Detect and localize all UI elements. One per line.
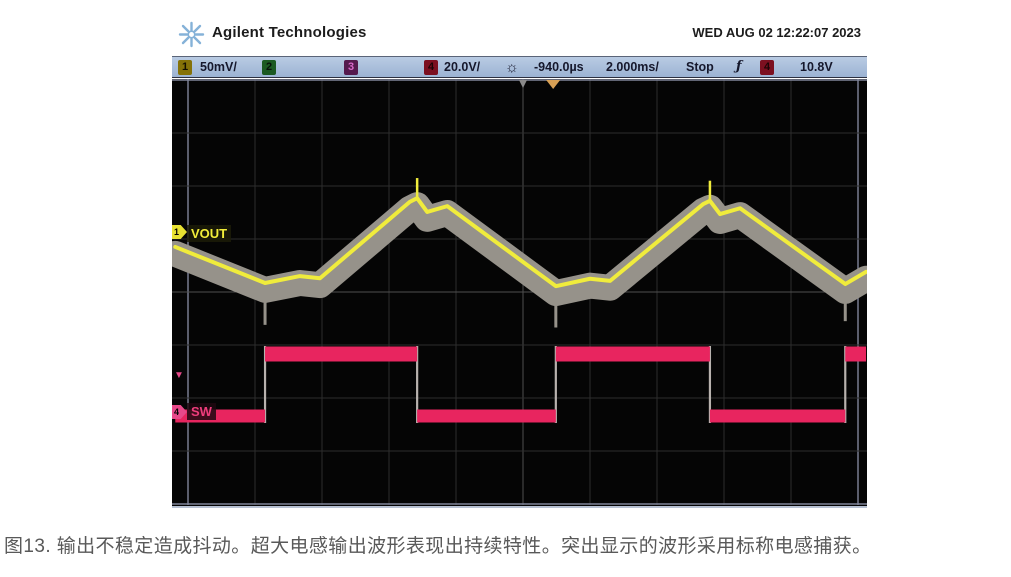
datetime-readout: WED AUG 02 12:22:07 2023 — [692, 25, 861, 40]
run-state: Stop — [686, 60, 714, 74]
scope-status-bar: 1 50mV/ 2 3 4 20.0V/ ☼ -940.0µs 2.000ms/… — [172, 56, 867, 78]
channel-4-ground-marker: 4 — [172, 405, 187, 419]
channel-4-badge: 4 — [424, 60, 438, 75]
channel-1-scale: 50mV/ — [200, 60, 237, 74]
scope-header: Agilent Technologies WED AUG 02 12:22:07… — [172, 10, 867, 56]
channel-2-badge: 2 — [262, 60, 276, 75]
brand-title: Agilent Technologies — [212, 24, 367, 41]
waveform-plot — [172, 79, 867, 505]
vout-trace-label: VOUT — [187, 225, 232, 242]
timebase-readout: 2.000ms/ — [606, 60, 659, 74]
channel-4-scale: 20.0V/ — [444, 60, 481, 74]
scope-graticule-screen: 1 VOUT ▼ 4 SW — [172, 79, 867, 508]
oscilloscope-screenshot: Agilent Technologies WED AUG 02 12:22:07… — [172, 10, 867, 510]
channel-1-ground-marker: 1 — [172, 225, 187, 239]
trigger-level-marker: ▼ — [174, 370, 184, 381]
trigger-level-readout: 10.8V — [800, 60, 833, 74]
edge-trigger-icon: ƒ — [736, 59, 742, 74]
channel-1-badge: 1 — [178, 60, 192, 75]
sw-trace-label: SW — [187, 403, 216, 420]
trigger-source-badge: 4 — [760, 60, 774, 75]
figure-caption: 图13. 输出不稳定造成抖动。超大电感输出波形表现出持续特性。突出显示的波形采用… — [4, 536, 872, 557]
agilent-logo-icon — [178, 21, 205, 48]
channel-3-badge: 3 — [344, 60, 358, 75]
brightness-sun-icon: ☼ — [505, 59, 519, 76]
delay-readout: -940.0µs — [534, 60, 584, 74]
